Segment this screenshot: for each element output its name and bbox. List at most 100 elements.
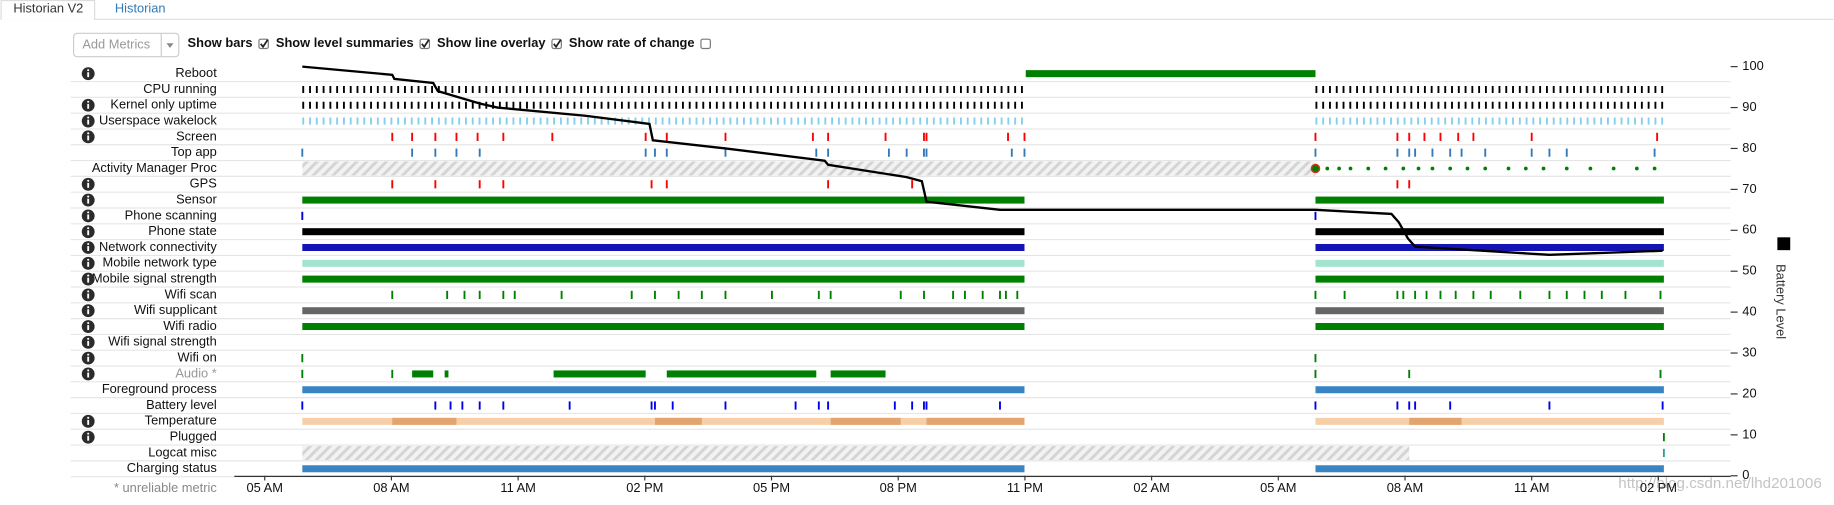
event-tick — [650, 401, 653, 410]
x-tick-label: 05 AM — [1260, 480, 1296, 495]
event-tick — [1530, 132, 1533, 141]
checkbox-label[interactable]: Show bars — [188, 35, 253, 50]
add-metrics-placeholder[interactable]: Add Metrics — [82, 36, 150, 51]
event-dot — [1401, 166, 1406, 171]
no-data-span — [302, 445, 1410, 460]
event-tick — [923, 401, 925, 410]
y2-tick-label: 0 — [1742, 467, 1749, 482]
x-tick-label: 08 AM — [373, 480, 409, 495]
checkbox-label[interactable]: Show rate of change — [569, 35, 695, 50]
event-tick — [923, 290, 925, 300]
event-dot — [1611, 166, 1616, 171]
info-icon-stem — [87, 182, 90, 188]
activity-bar — [1315, 465, 1664, 473]
shade-bar — [1409, 417, 1462, 425]
row-label: CPU running — [143, 81, 217, 96]
y2-tick-label: 100 — [1742, 58, 1763, 73]
checkbox-check[interactable] — [553, 39, 562, 49]
event-tick — [455, 132, 458, 141]
event-tick — [1454, 290, 1457, 300]
row-label: Foreground process — [102, 381, 217, 396]
y2-tick-label: 40 — [1742, 304, 1756, 319]
event-dot — [1634, 166, 1639, 171]
checkbox-label[interactable]: Show line overlay — [437, 35, 546, 50]
event-tick — [899, 290, 902, 300]
y2-tick-label: 80 — [1742, 140, 1756, 155]
row-label: Plugged — [170, 429, 217, 444]
tab-label[interactable]: Historian V2 — [13, 1, 83, 16]
event-dot — [1416, 166, 1421, 171]
checkbox[interactable] — [700, 38, 711, 50]
event-tick — [478, 290, 481, 300]
row-label: Audio * — [175, 365, 216, 380]
event-tick — [463, 290, 466, 300]
info-icon-dot — [87, 211, 90, 214]
event-tick — [502, 401, 505, 410]
event-tick — [911, 180, 914, 189]
row-label: GPS — [190, 176, 217, 191]
event-tick — [1519, 290, 1522, 300]
event-tick — [1425, 290, 1428, 300]
row-label: Wifi supplicant — [134, 302, 217, 317]
checkbox-label[interactable]: Show level summaries — [276, 35, 414, 50]
event-dot — [1483, 166, 1488, 171]
row-label: Mobile signal strength — [92, 270, 217, 285]
activity-bar — [302, 275, 1025, 283]
info-icon-stem — [87, 261, 90, 267]
event-tick — [502, 290, 505, 300]
info-icon-stem — [87, 214, 90, 220]
event-tick — [724, 401, 727, 410]
event-tick — [1396, 401, 1399, 410]
event-tick — [502, 180, 505, 189]
event-tick — [1489, 290, 1492, 300]
active-tab[interactable] — [0, 0, 96, 20]
event-tick — [654, 290, 656, 300]
info-icon-dot — [87, 100, 90, 103]
shade-bar — [654, 417, 702, 425]
event-tick — [1423, 132, 1426, 141]
x-tick-label: 11 AM — [500, 480, 535, 495]
legend-swatch — [1777, 237, 1791, 251]
event-tick — [644, 148, 647, 157]
event-tick — [884, 132, 887, 141]
event-tick — [478, 180, 481, 189]
event-tick — [1662, 433, 1665, 442]
event-tick — [724, 148, 727, 157]
event-tick — [923, 132, 925, 141]
no-data-span — [302, 161, 1316, 176]
row-label: Wifi signal strength — [108, 334, 217, 349]
activity-bar — [1025, 70, 1316, 78]
x-tick-label: 02 PM — [626, 480, 663, 495]
activity-bar — [302, 307, 1025, 315]
event-dot — [1337, 166, 1341, 171]
event-tick — [665, 180, 668, 189]
checkbox-check[interactable] — [421, 39, 430, 49]
row-label: Top app — [171, 144, 217, 159]
event-tick — [827, 132, 830, 141]
event-tick — [964, 290, 966, 300]
activity-bar — [553, 370, 646, 378]
info-icon-stem — [87, 135, 90, 141]
event-tick — [411, 148, 414, 157]
activity-bar — [302, 386, 1025, 394]
activity-bar — [444, 370, 449, 378]
checkbox-check[interactable] — [260, 39, 269, 49]
row-label: Reboot — [175, 65, 217, 80]
event-tick — [1624, 290, 1627, 300]
event-tick — [1402, 290, 1405, 300]
event-tick — [923, 148, 925, 157]
activity-bar — [302, 228, 1025, 236]
activity-bar — [302, 196, 1025, 204]
y2-axis-label: Battery Level — [1773, 264, 1788, 339]
event-tick — [1662, 448, 1665, 458]
event-tick — [1414, 290, 1417, 300]
event-tick — [434, 148, 437, 157]
event-tick — [952, 290, 955, 300]
add-metrics-caret[interactable] — [166, 43, 174, 48]
event-tick — [1472, 290, 1475, 300]
add-metrics-box[interactable] — [72, 32, 180, 58]
activity-bar — [1315, 417, 1664, 425]
tab-label[interactable]: Historian — [115, 1, 166, 16]
row-label: Screen — [176, 128, 217, 143]
